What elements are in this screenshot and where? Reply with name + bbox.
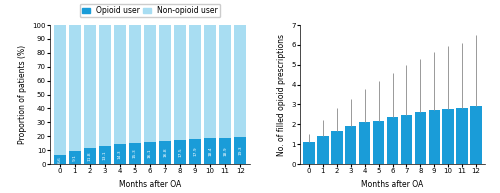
Y-axis label: No. of filled opioid prescriptions: No. of filled opioid prescriptions <box>277 34 286 156</box>
Bar <box>414 113 426 164</box>
Bar <box>129 143 141 164</box>
Text: 17.5: 17.5 <box>178 147 182 157</box>
Legend: Opioid user, Non-opioid user: Opioid user, Non-opioid user <box>80 4 220 17</box>
Bar <box>84 25 96 148</box>
Bar <box>129 25 141 143</box>
Bar <box>98 146 111 164</box>
Text: 13.1: 13.1 <box>103 150 107 160</box>
Text: 15.3: 15.3 <box>133 149 137 158</box>
Bar <box>54 155 66 164</box>
Bar <box>98 25 111 146</box>
Text: 18.9: 18.9 <box>223 146 227 156</box>
Text: 16.8: 16.8 <box>163 148 167 157</box>
Bar <box>442 109 454 164</box>
Bar <box>428 110 440 164</box>
Bar <box>189 25 202 139</box>
Bar <box>114 25 126 144</box>
Bar <box>359 122 370 164</box>
Bar <box>204 25 216 139</box>
X-axis label: Months after OA: Months after OA <box>362 180 424 189</box>
Text: 19.3: 19.3 <box>238 146 242 155</box>
Bar <box>68 25 81 151</box>
Text: 16.1: 16.1 <box>148 148 152 158</box>
Bar <box>317 136 328 164</box>
Text: 11.8: 11.8 <box>88 151 92 161</box>
Y-axis label: Proportion of patients (%): Proportion of patients (%) <box>18 45 27 144</box>
Bar <box>219 138 232 164</box>
Bar <box>373 121 384 164</box>
Bar <box>144 142 156 164</box>
Text: 17.9: 17.9 <box>193 147 197 156</box>
Bar <box>68 151 81 164</box>
Bar <box>219 25 232 138</box>
Bar <box>234 137 246 164</box>
Bar <box>144 25 156 142</box>
Bar <box>159 141 171 164</box>
Text: 6.6: 6.6 <box>58 156 62 163</box>
Bar <box>114 144 126 164</box>
Text: 9.1: 9.1 <box>73 154 77 161</box>
Bar <box>345 126 356 164</box>
Text: 14.3: 14.3 <box>118 149 122 159</box>
Bar <box>159 25 171 141</box>
Bar <box>174 25 186 140</box>
Bar <box>456 108 468 164</box>
Bar <box>204 139 216 164</box>
Bar <box>189 139 202 164</box>
Bar <box>304 142 314 164</box>
Bar <box>234 25 246 137</box>
Bar <box>470 107 482 164</box>
Bar <box>84 148 96 164</box>
Text: 18.4: 18.4 <box>208 146 212 156</box>
X-axis label: Months after OA: Months after OA <box>119 180 181 189</box>
Bar <box>331 131 342 164</box>
Bar <box>400 115 412 164</box>
Bar <box>174 140 186 164</box>
Bar <box>387 117 398 164</box>
Bar <box>54 25 66 155</box>
